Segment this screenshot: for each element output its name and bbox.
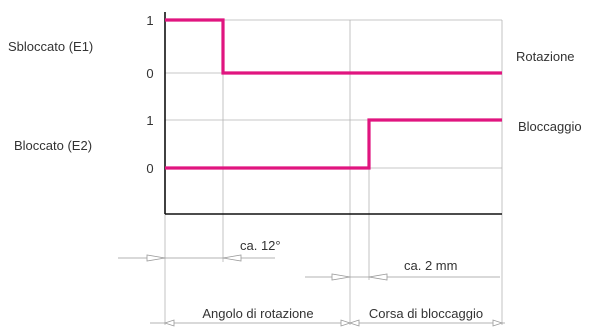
arrow-phase-mid-left [340,319,352,327]
level-label-e2-high: 1 [146,113,153,128]
label-rotation: Rotazione [516,49,575,64]
dimension-label-12deg: ca. 12° [240,238,281,253]
row-label-locked: Bloccato (E2) [14,138,92,153]
label-clamping: Bloccaggio [518,119,582,134]
row-label-unlocked: Sbloccato (E1) [8,39,93,54]
arrow-2mm-right [368,273,388,281]
phase-label-rotation: Angolo di rotazione [202,306,313,321]
phase-label-clamping: Corsa di bloccaggio [369,306,483,321]
arrow-phase-end [492,319,504,327]
arrow-phase-mid-right [348,319,360,327]
arrow-12deg-left [146,254,166,262]
arrow-phase-start [163,319,175,327]
arrow-2mm-left [331,273,351,281]
signal-e2-clamping [165,118,502,170]
level-label-e2-low: 0 [146,161,153,176]
dimension-label-2mm: ca. 2 mm [404,258,457,273]
level-label-e1-low: 0 [146,66,153,81]
signal-e1-rotation [165,18,502,75]
level-label-e1-high: 1 [146,13,153,28]
arrow-12deg-right [222,254,242,262]
